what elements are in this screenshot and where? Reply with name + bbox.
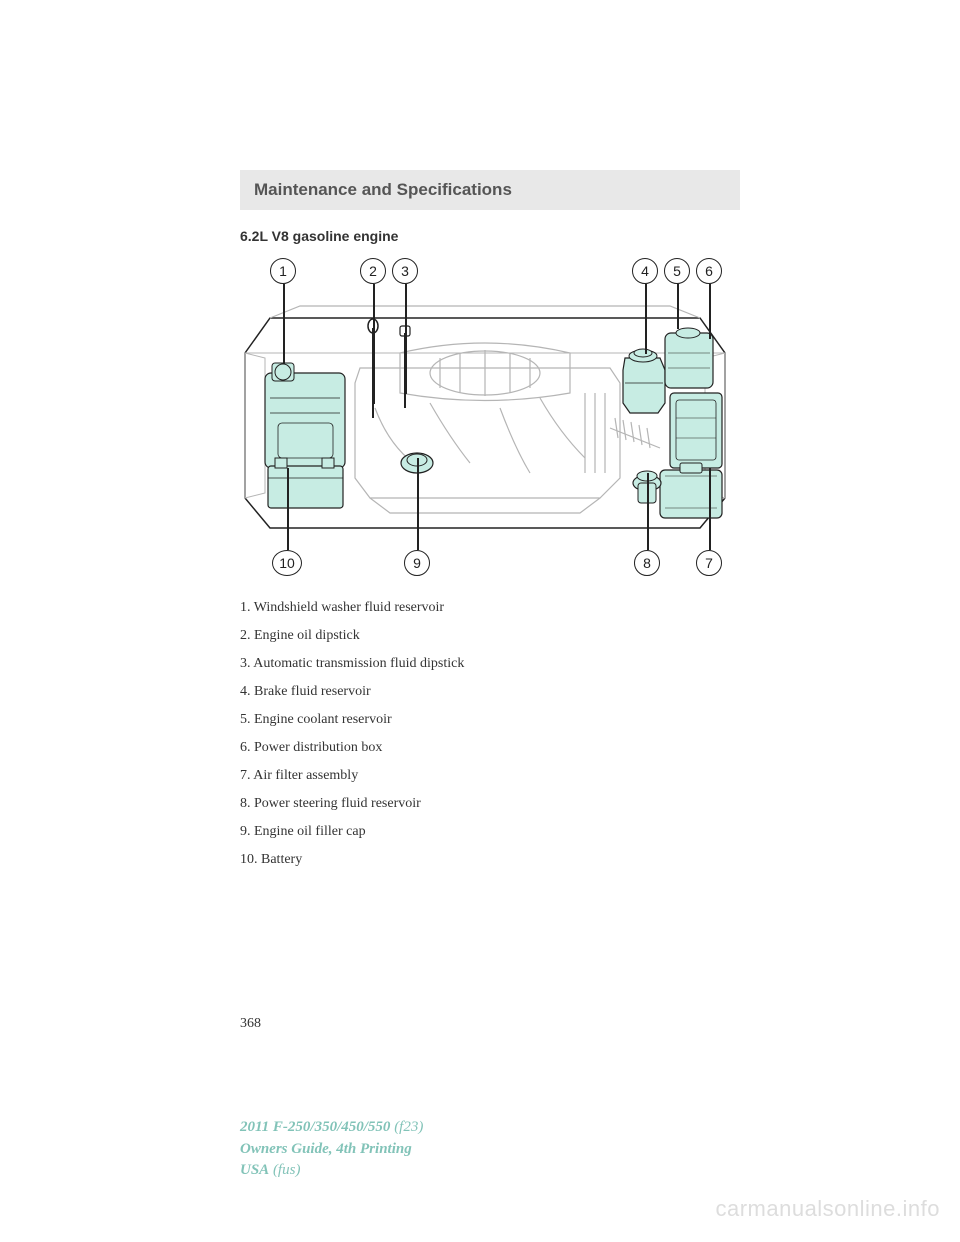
leader-3 — [405, 284, 407, 394]
power-box — [670, 393, 722, 468]
leader-1 — [283, 284, 285, 364]
callout-6: 6 — [696, 258, 722, 284]
legend-list: 1. Windshield washer fluid reservoir 2. … — [240, 600, 740, 868]
section-header: Maintenance and Specifications — [240, 170, 740, 210]
footer-line-3: USA (fus) — [240, 1160, 423, 1182]
footer-code: (f23) — [390, 1119, 423, 1135]
callout-4: 4 — [632, 258, 658, 284]
legend-item: 4. Brake fluid reservoir — [240, 684, 740, 700]
legend-item: 10. Battery — [240, 852, 740, 868]
intake-hose — [610, 418, 660, 448]
legend-item: 6. Power distribution box — [240, 740, 740, 756]
legend-item: 3. Automatic transmission fluid dipstick — [240, 656, 740, 672]
engine-block — [355, 343, 620, 513]
legend-item: 7. Air filter assembly — [240, 768, 740, 784]
footer-region: USA — [240, 1162, 269, 1178]
footer-line-1: 2011 F-250/350/450/550 (f23) — [240, 1117, 423, 1139]
footer-model: 2011 F-250/350/450/550 — [240, 1119, 390, 1135]
legend-item: 9. Engine oil filler cap — [240, 824, 740, 840]
coolant-reservoir — [665, 328, 713, 388]
callout-9: 9 — [404, 550, 430, 576]
watermark: carmanualsonline.info — [715, 1196, 940, 1222]
leader-5 — [677, 284, 679, 329]
battery — [268, 458, 343, 508]
leader-9 — [417, 458, 419, 550]
engine-diagram: 1 2 3 4 5 6 10 9 8 7 — [240, 258, 730, 578]
engine-illustration — [240, 298, 730, 558]
callout-2: 2 — [360, 258, 386, 284]
leader-7 — [709, 468, 711, 550]
callout-8: 8 — [634, 550, 660, 576]
page-number: 368 — [240, 1016, 261, 1032]
air-filter — [660, 463, 722, 518]
leader-2 — [373, 284, 375, 404]
callout-7: 7 — [696, 550, 722, 576]
legend-item: 1. Windshield washer fluid reservoir — [240, 600, 740, 616]
footer-line-2: Owners Guide, 4th Printing — [240, 1139, 423, 1161]
subtitle: 6.2L V8 gasoline engine — [240, 228, 740, 244]
legend-item: 2. Engine oil dipstick — [240, 628, 740, 644]
callout-1: 1 — [270, 258, 296, 284]
footer: 2011 F-250/350/450/550 (f23) Owners Guid… — [240, 1117, 423, 1182]
footer-region-code: (fus) — [269, 1162, 300, 1178]
brake-reservoir — [623, 349, 665, 413]
legend-item: 5. Engine coolant reservoir — [240, 712, 740, 728]
leader-6 — [709, 284, 711, 339]
section-title: Maintenance and Specifications — [254, 180, 726, 200]
leader-4 — [645, 284, 647, 354]
callout-5: 5 — [664, 258, 690, 284]
leader-8 — [647, 473, 649, 550]
callout-3: 3 — [392, 258, 418, 284]
washer-reservoir — [265, 363, 345, 468]
leader-10 — [287, 468, 289, 550]
legend-item: 8. Power steering fluid reservoir — [240, 796, 740, 812]
callout-10: 10 — [272, 550, 302, 576]
